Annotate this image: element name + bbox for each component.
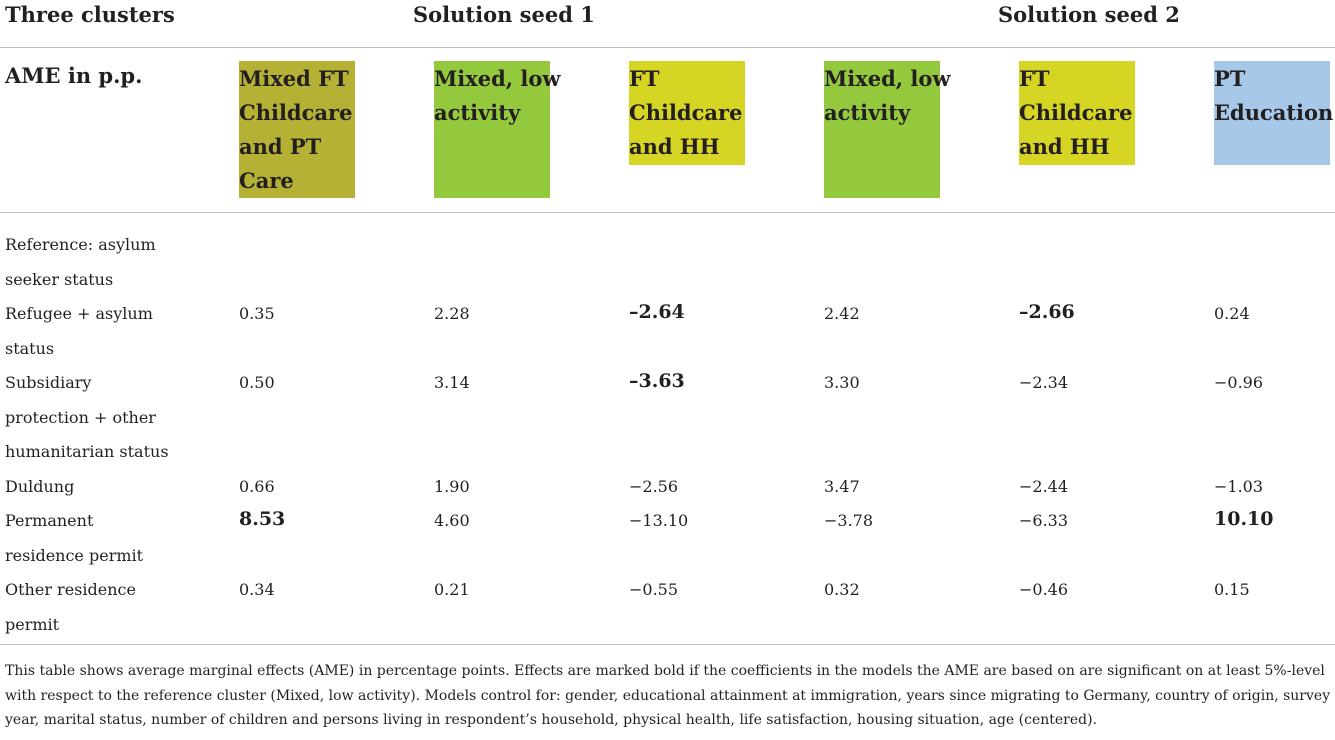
table-cell: 3.47: [824, 477, 860, 496]
cluster-header-line: and HH: [629, 134, 720, 159]
top-rule: [0, 47, 1335, 48]
cluster-header-line: Childcare: [1019, 100, 1133, 125]
table-corner-title: Three clusters: [5, 2, 175, 27]
table-cell: 0.21: [434, 580, 470, 599]
cluster-header-line: Childcare: [239, 100, 353, 125]
table-cell: 0.24: [1214, 304, 1250, 323]
cluster-header-line: and HH: [1019, 134, 1110, 159]
table-cell: −6.33: [1019, 511, 1069, 530]
row-label: Permanent: [5, 511, 94, 530]
table-cell: 0.15: [1214, 580, 1250, 599]
table-cell: –2.66: [1019, 301, 1075, 323]
cluster-header-2: Mixed, low activity: [434, 61, 561, 198]
cluster-header-line: FT: [629, 66, 660, 91]
table-cell: 0.35: [239, 304, 275, 323]
bottom-rule: [0, 644, 1335, 645]
solution-seed-2-header: Solution seed 2: [998, 2, 1180, 27]
table-cell: −0.96: [1214, 373, 1264, 392]
footnote-line: year, marital status, number of children…: [5, 712, 1098, 728]
table-cell: 8.53: [239, 508, 286, 530]
table-cell: –3.63: [629, 370, 685, 392]
table-cell: −3.78: [824, 511, 874, 530]
table-cell: 0.66: [239, 477, 275, 496]
cluster-header-4: Mixed, low activity: [824, 61, 951, 198]
cluster-header-3: FT Childcare and HH: [629, 61, 745, 165]
row-label: Subsidiary: [5, 373, 92, 392]
solution-seed-1-header: Solution seed 1: [413, 2, 595, 27]
cluster-header-line: activity: [824, 100, 911, 125]
table-cell: −1.03: [1214, 477, 1264, 496]
table-cell: −2.56: [629, 477, 679, 496]
table-cell: 2.42: [824, 304, 860, 323]
row-label: Duldung: [5, 477, 75, 496]
table-cell: 0.50: [239, 373, 275, 392]
cluster-header-line: FT: [1019, 66, 1050, 91]
row-label: seeker status: [5, 269, 114, 289]
table-cell: 0.32: [824, 580, 860, 599]
cluster-header-line: activity: [434, 100, 521, 125]
cluster-header-line: Mixed, low: [824, 66, 951, 91]
row-label: Other residence: [5, 580, 136, 599]
footnote-line: This table shows average marginal effect…: [5, 663, 1325, 679]
row-label: permit: [5, 614, 60, 634]
table-cell: −0.55: [629, 580, 679, 599]
cluster-header-line: Care: [239, 168, 294, 193]
row-label: Reference: asylum: [5, 235, 156, 254]
table-cell: −2.34: [1019, 373, 1069, 392]
table-cell: 2.28: [434, 304, 470, 323]
row-label: residence permit: [5, 545, 144, 565]
cluster-header-line: and PT: [239, 134, 322, 159]
cluster-header-line: PT: [1214, 66, 1246, 91]
table-cell: −0.46: [1019, 580, 1069, 599]
table-cell: –2.64: [629, 301, 685, 323]
table-cell: 3.14: [434, 373, 470, 392]
cluster-header-5: FT Childcare and HH: [1019, 61, 1135, 165]
row-label: Refugee + asylum: [5, 304, 153, 323]
cluster-header-line: Mixed, low: [434, 66, 561, 91]
header-rule: [0, 212, 1335, 213]
ame-label: AME in p.p.: [5, 63, 143, 88]
cluster-header-6: PT Education: [1214, 61, 1334, 165]
table-cell: −13.10: [629, 511, 689, 530]
row-label: status: [5, 338, 55, 358]
row-label: protection + other: [5, 407, 156, 427]
cluster-header-line: Education: [1214, 100, 1334, 125]
table-footnote: This table shows average marginal effect…: [5, 659, 1331, 733]
table-cell: 10.10: [1214, 508, 1274, 530]
table-cell: −2.44: [1019, 477, 1069, 496]
table-cell: 4.60: [434, 511, 470, 530]
footnote-line: with respect to the reference cluster (M…: [5, 687, 1331, 704]
table-cell: 0.34: [239, 580, 275, 599]
cluster-header-line: Childcare: [629, 100, 743, 125]
row-label: humanitarian status: [5, 442, 169, 461]
table-cell: 1.90: [434, 477, 470, 496]
cluster-header-1: Mixed FT Childcare and PT Care: [239, 61, 355, 198]
table-cell: 3.30: [824, 373, 860, 392]
cluster-header-line: Mixed FT: [239, 66, 349, 91]
